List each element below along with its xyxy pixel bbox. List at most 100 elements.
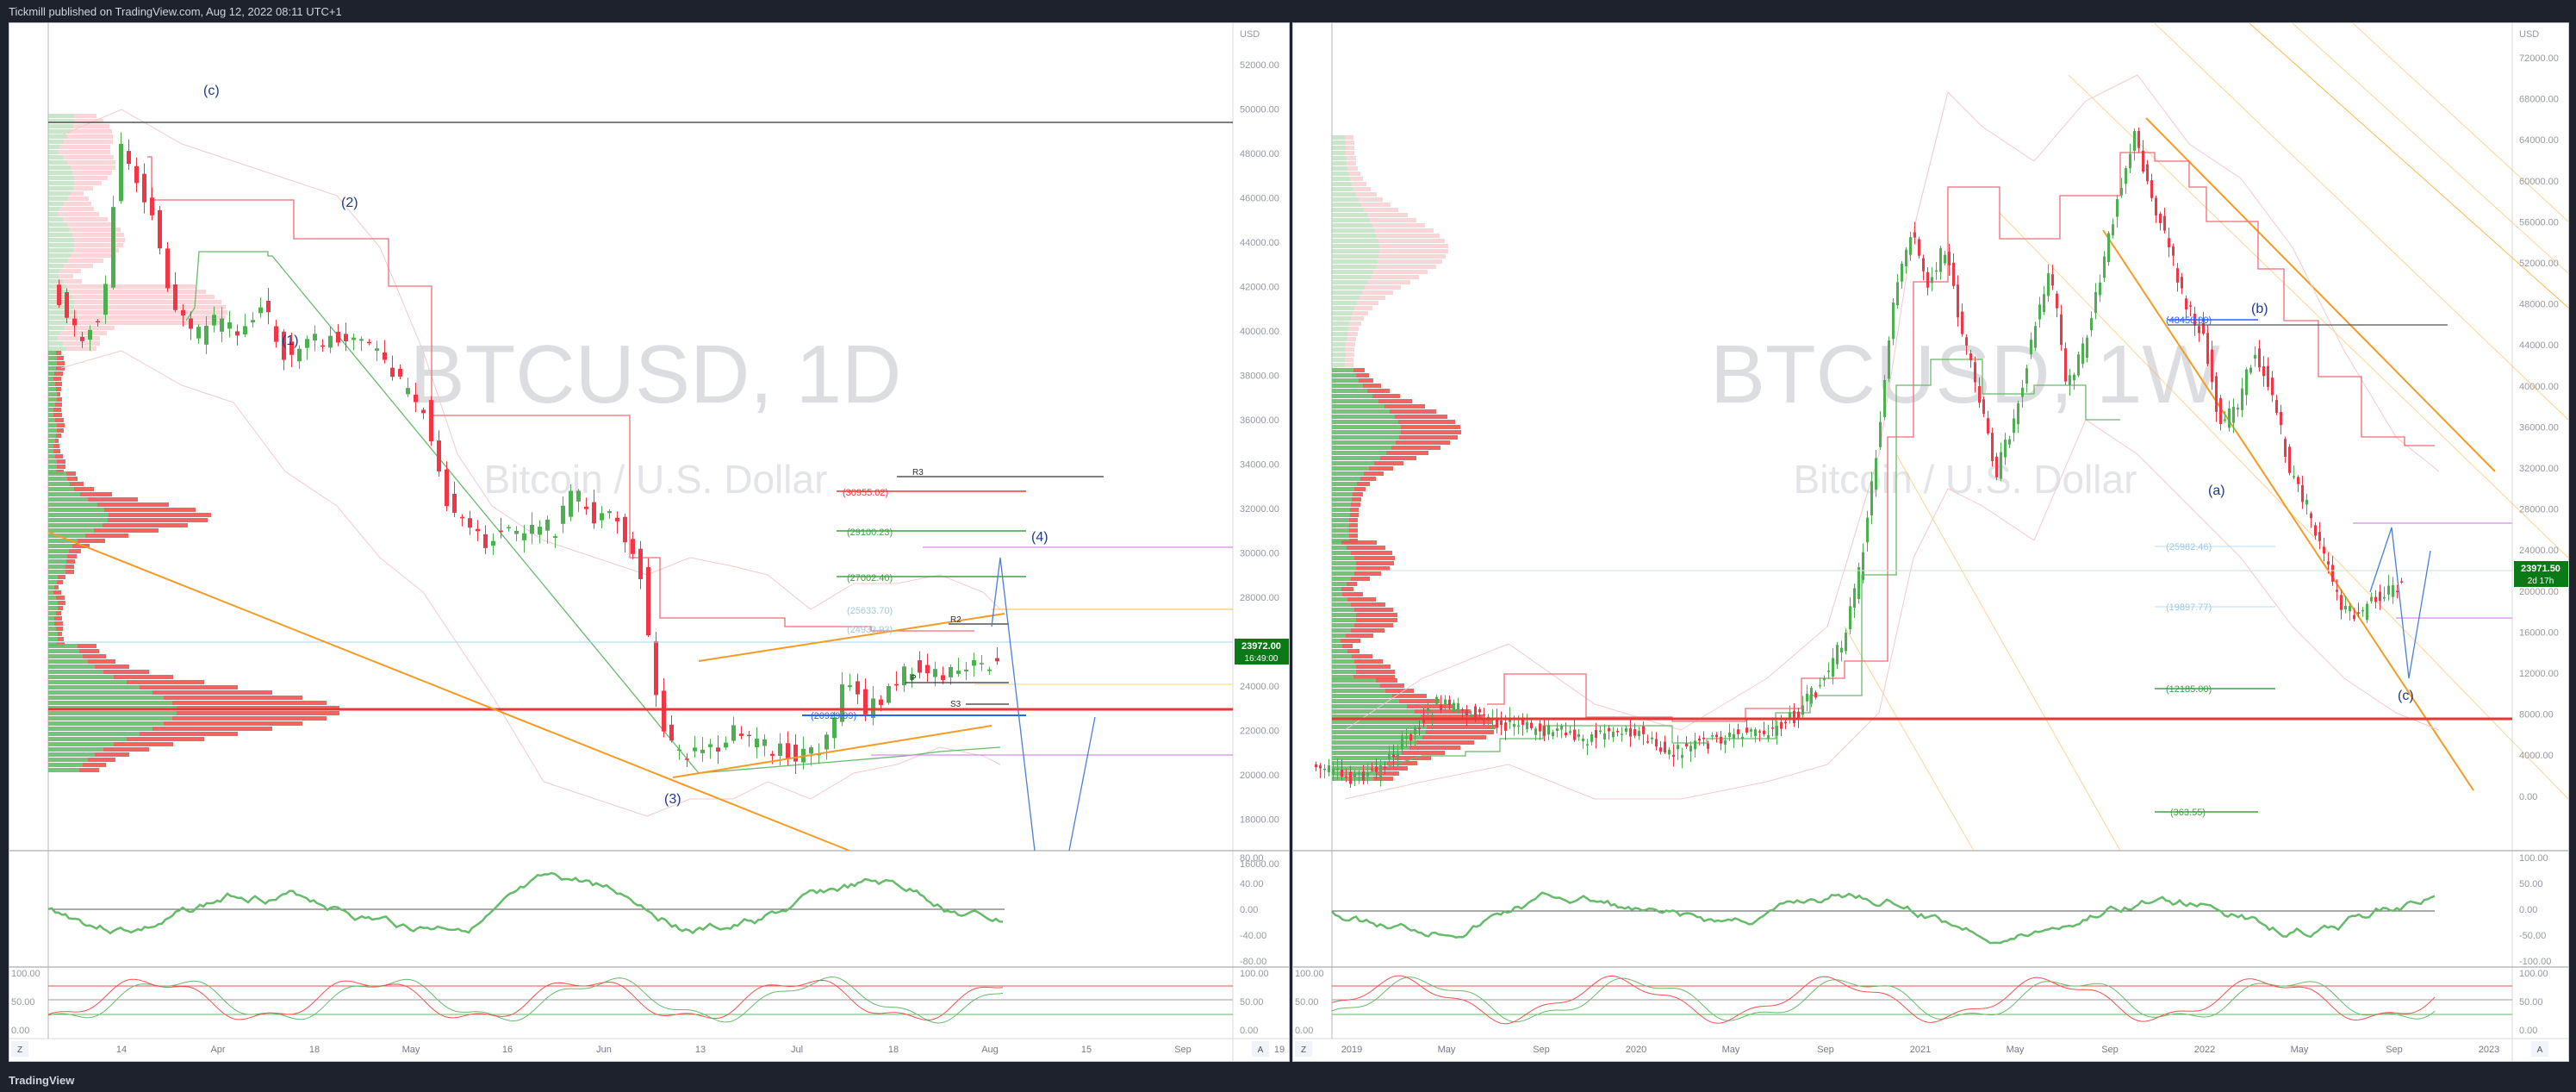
- candle-body: [359, 339, 364, 341]
- price-tick: 64000.00: [2519, 135, 2559, 146]
- candle-body: [1362, 771, 1365, 781]
- vp-bar: [48, 228, 70, 232]
- vp-bar: [1332, 182, 1352, 186]
- vp-bar: [55, 439, 59, 443]
- candle-body: [1625, 727, 1627, 732]
- vp-bar: [1332, 675, 1353, 679]
- candle-body: [1823, 677, 1826, 681]
- price-tick: 16000.00: [1240, 859, 1279, 870]
- candle-body: [2301, 484, 2304, 502]
- vp-bar: [1332, 644, 1342, 648]
- vp-bar: [1332, 587, 1341, 591]
- candle-body: [2219, 397, 2222, 424]
- vp-bar: [1332, 203, 1361, 207]
- vp-bar: [1349, 172, 1360, 176]
- time-axis[interactable]: 2019 May Sep 2020 May Sep 2021 May Sep 2022 May Sep…: [1341, 1045, 2499, 1055]
- vp-bar: [1356, 618, 1397, 622]
- vp-bar: [48, 742, 114, 746]
- vp-bar: [1332, 353, 1346, 357]
- candle-body: [1638, 730, 1640, 736]
- vp-bar: [73, 248, 119, 253]
- vp-bar: [1349, 534, 1358, 538]
- candle-body: [2137, 131, 2140, 148]
- vp-bar: [1332, 649, 1347, 653]
- candle-body: [1909, 237, 1912, 255]
- candle-body: [2357, 612, 2360, 614]
- vp-bar: [1364, 208, 1398, 212]
- candle-body: [545, 519, 550, 531]
- price-tick: 36000.00: [2519, 422, 2559, 433]
- chart-weekly-svg[interactable]: BTCUSD, 1W Bitcoin / U.S. Dollar (48450.…: [1293, 23, 2568, 1061]
- time-tick: 13: [695, 1045, 706, 1055]
- vp-bar: [48, 670, 103, 674]
- candle-body: [2176, 268, 2179, 283]
- candle-body: [1621, 733, 1623, 735]
- vp-bar: [1332, 316, 1351, 321]
- chart-panel-daily[interactable]: BTCUSD, 1D Bitcoin / U.S. Dollar (c) (2)…: [9, 22, 1290, 1062]
- candle-body: [1552, 732, 1554, 737]
- candle-body: [2172, 246, 2175, 256]
- vp-bar: [1332, 592, 1342, 596]
- vp-bar: [48, 377, 53, 381]
- zoom-button-label: Z: [17, 1045, 22, 1055]
- price-axis[interactable]: 72000.00 68000.00 64000.00 60000.00 56000.00…: [2519, 53, 2559, 802]
- candle-body: [2051, 274, 2054, 286]
- vp-bar: [172, 701, 327, 705]
- osc1-tick: -50.00: [2519, 931, 2546, 941]
- bottom-bar: TradingView: [0, 1069, 2576, 1092]
- vp-bar: [79, 649, 99, 653]
- candle-body: [522, 533, 526, 540]
- candle-body: [1405, 736, 1408, 739]
- last-price-countdown: 16:49:00: [1245, 654, 1279, 664]
- vp-bar: [1385, 689, 1414, 693]
- vp-bar: [48, 768, 79, 772]
- vp-bar: [1332, 337, 1347, 341]
- vp-bar: [1332, 582, 1347, 586]
- vp-bar: [1349, 518, 1358, 522]
- vp-bar: [172, 716, 327, 721]
- vp-bar: [48, 637, 58, 641]
- candle-body: [2249, 367, 2252, 373]
- vp-bar: [48, 721, 164, 726]
- price-axis[interactable]: 52000.00 50000.00 48000.00 46000.00 44000.00…: [1240, 60, 1279, 870]
- osc1-tick: -80.00: [1240, 957, 1266, 967]
- vp-bar: [1332, 363, 1345, 367]
- vp-bar: [1346, 151, 1354, 155]
- osc2-k-line: [47, 976, 1004, 1024]
- vp-bar: [1380, 683, 1404, 688]
- vp-bar: [1332, 244, 1379, 248]
- candle-body: [817, 753, 821, 756]
- candle-body: [1517, 725, 1520, 727]
- candle-body: [1758, 731, 1761, 733]
- candle-body: [1319, 765, 1322, 769]
- zoom-button[interactable]: [1295, 1041, 1312, 1057]
- vp-bar: [48, 269, 59, 273]
- candle-body: [1414, 727, 1416, 735]
- vp-bar: [1332, 425, 1401, 429]
- vp-bar: [1382, 766, 1408, 771]
- candle-body: [212, 315, 216, 326]
- auto-scale-button[interactable]: [1252, 1041, 1269, 1057]
- candle-body: [1784, 721, 1787, 724]
- vp-bar: [1332, 725, 1427, 729]
- candle-body: [266, 300, 271, 313]
- vp-bar: [48, 124, 73, 128]
- vp-bar: [1399, 435, 1458, 440]
- vp-bar: [1395, 756, 1431, 760]
- vp-bar: [1387, 761, 1417, 765]
- chart-panel-weekly[interactable]: BTCUSD, 1W Bitcoin / U.S. Dollar (48450.…: [1292, 22, 2569, 1062]
- candle-body: [196, 327, 201, 339]
- candle-body: [685, 758, 689, 760]
- vp-bar: [1332, 270, 1373, 274]
- price-tick: 18000.00: [1240, 815, 1279, 826]
- chart-daily-svg[interactable]: BTCUSD, 1D Bitcoin / U.S. Dollar (c) (2)…: [9, 23, 1289, 1061]
- vp-bar: [1332, 777, 1373, 781]
- time-axis[interactable]: 14 Apr 18 May 16 Jun 13 Jul 18 Aug 15 Sep 19: [116, 1045, 1285, 1055]
- auto-scale-button[interactable]: [2531, 1041, 2548, 1057]
- vp-bar: [70, 228, 121, 232]
- candle-body: [980, 663, 984, 665]
- vp-bar: [1332, 249, 1379, 253]
- zoom-button[interactable]: [11, 1041, 28, 1057]
- vp-bar: [57, 392, 60, 396]
- vp-bar: [48, 758, 88, 762]
